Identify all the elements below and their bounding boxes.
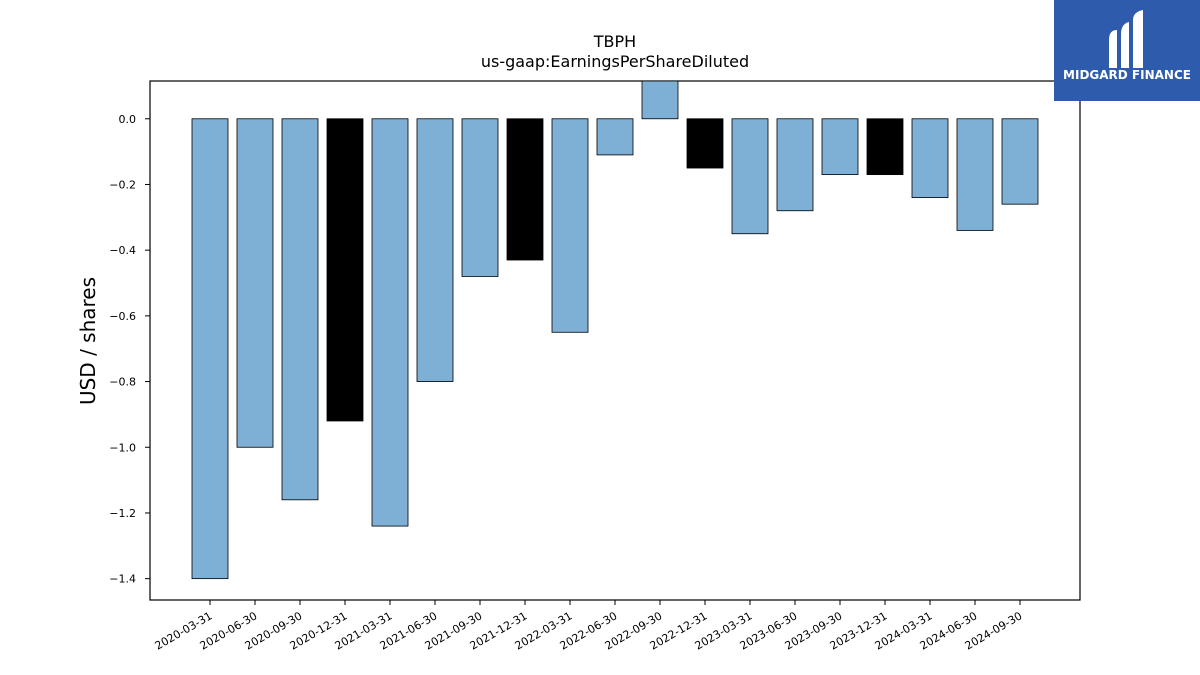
y-axis: 0.0 −0.2 −0.4 −0.6 −0.8 −1.0 −1.2 −1.4 — [109, 113, 150, 586]
bars-group — [191, 80, 1039, 580]
bar-2020-09-30 — [281, 118, 319, 501]
y-tick-label: 0.0 — [119, 113, 137, 126]
bar-2022-03-31 — [551, 118, 589, 333]
bar-2022-06-30 — [596, 118, 634, 156]
bar-2021-12-31 — [506, 118, 544, 261]
bar-2021-03-31 — [371, 118, 409, 527]
bar-2023-12-31 — [866, 118, 904, 176]
bar-2021-06-30 — [416, 118, 454, 382]
bar-2024-03-31 — [911, 118, 949, 199]
bar-2024-09-30 — [1001, 118, 1039, 205]
y-tick-label: −1.4 — [109, 573, 136, 586]
y-tick-label: −0.6 — [109, 310, 136, 323]
bar-2023-09-30 — [821, 118, 859, 176]
logo-mark-icon — [1109, 10, 1143, 68]
bar-2022-09-30 — [641, 80, 679, 120]
midgard-finance-logo: MIDGARD FINANCE — [1054, 0, 1200, 101]
x-axis: 2020-03-312020-06-302020-09-302020-12-31… — [153, 600, 1025, 653]
y-axis-label: USD / shares — [76, 276, 100, 406]
y-tick-label: −1.0 — [109, 441, 136, 454]
bar-2021-09-30 — [461, 118, 499, 277]
y-tick-label: −0.8 — [109, 376, 136, 389]
bar-2020-12-31 — [326, 118, 364, 422]
chart-title: TBPH — [593, 32, 637, 51]
chart-subtitle: us-gaap:EarningsPerShareDiluted — [480, 52, 750, 71]
bar-2023-06-30 — [776, 118, 814, 212]
y-tick-label: −1.2 — [109, 507, 136, 520]
y-tick-label: −0.4 — [109, 244, 136, 257]
bar-2023-03-31 — [731, 118, 769, 235]
bar-2022-12-31 — [686, 118, 724, 169]
y-tick-label: −0.2 — [109, 178, 136, 191]
bar-2020-03-31 — [191, 118, 229, 580]
logo-text: MIDGARD FINANCE — [1063, 68, 1191, 82]
bar-2024-06-30 — [956, 118, 994, 231]
bar-2020-06-30 — [236, 118, 274, 448]
